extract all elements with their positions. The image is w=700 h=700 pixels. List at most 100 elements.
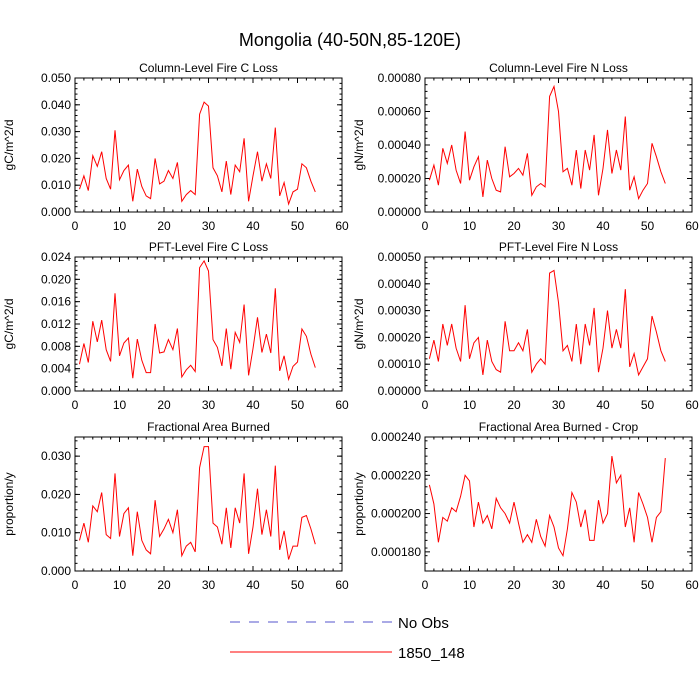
y-tick-label: 0.000220: [371, 468, 421, 482]
panel-4: PFT-Level Fire N Loss gN/m^2/d 0 10 20 30 40 50…: [352, 240, 699, 412]
y-tick-label: 0.000240: [371, 430, 421, 444]
series-line-1850-148: [79, 101, 316, 206]
y-tick-label: 0.00020: [378, 330, 422, 344]
x-tick-label: 50: [291, 398, 305, 412]
x-tick-label: 10: [463, 219, 477, 233]
x-tick-label: 10: [113, 398, 127, 412]
panel-6: Fractional Area Burned - Crop proportion/…: [352, 420, 699, 592]
y-tick-label: 0.00040: [378, 138, 422, 152]
x-tick-label: 40: [246, 398, 260, 412]
y-axis-label: gN/m^2/d: [352, 120, 366, 171]
y-tick-label: 0.000: [41, 205, 71, 219]
y-tick-label: 0.010: [41, 526, 71, 540]
x-tick-label: 10: [463, 398, 477, 412]
x-tick-label: 30: [552, 578, 566, 592]
x-tick-label: 10: [113, 578, 127, 592]
y-axis-label: gC/m^2/d: [2, 120, 16, 171]
y-axis-label: proportion/y: [352, 472, 366, 535]
y-tick-label: 0.020: [41, 272, 71, 286]
y-tick-label: 0.00020: [378, 172, 422, 186]
y-tick-label: 0.010: [41, 178, 71, 192]
panel-2: Column-Level Fire N Loss gN/m^2/d 0 10 20 30 4…: [352, 61, 699, 233]
x-tick-label: 20: [157, 578, 171, 592]
series-line-1850-148: [428, 269, 666, 377]
y-tick-label: 0.008: [41, 339, 71, 353]
x-tick-label: 50: [291, 219, 305, 233]
y-tick-label: 0.000180: [371, 545, 421, 559]
y-axis-label: gC/m^2/d: [2, 299, 16, 350]
x-tick-label: 0: [422, 398, 429, 412]
y-tick-label: 0.040: [41, 98, 71, 112]
figure-title: Mongolia (40-50N,85-120E): [239, 30, 461, 50]
y-tick-label: 0.00050: [378, 250, 422, 264]
x-tick-label: 20: [507, 398, 521, 412]
y-tick-label: 0.00010: [378, 357, 422, 371]
x-tick-label: 30: [552, 219, 566, 233]
x-tick-label: 40: [246, 578, 260, 592]
legend-label-1: No Obs: [398, 615, 449, 632]
panel-1: Column-Level Fire C Loss gC/m^2/d 0 10 20 30 4…: [2, 61, 349, 233]
x-tick-label: 20: [157, 398, 171, 412]
x-tick-label: 30: [202, 398, 216, 412]
y-tick-label: 0.020: [41, 151, 71, 165]
x-tick-label: 30: [552, 398, 566, 412]
series-line-1850-148: [428, 456, 666, 558]
x-tick-label: 0: [422, 219, 429, 233]
x-tick-label: 60: [685, 219, 699, 233]
x-tick-label: 60: [335, 398, 349, 412]
x-tick-label: 30: [202, 578, 216, 592]
x-tick-label: 50: [291, 578, 305, 592]
x-tick-label: 50: [641, 398, 655, 412]
x-tick-label: 20: [507, 578, 521, 592]
x-tick-label: 60: [335, 219, 349, 233]
panel-title: Column-Level Fire N Loss: [489, 61, 628, 75]
y-tick-label: 0.012: [41, 317, 71, 331]
panel-title: Fractional Area Burned - Crop: [479, 420, 639, 434]
panels-group: Column-Level Fire C Loss gC/m^2/d 0 10 20 30 4…: [2, 61, 699, 592]
series-line-1850-148: [79, 259, 316, 382]
x-tick-label: 0: [72, 578, 79, 592]
y-tick-label: 0.00060: [378, 105, 422, 119]
y-tick-label: 0.000: [41, 384, 71, 398]
y-tick-label: 0.000: [41, 564, 71, 578]
y-tick-label: 0.00000: [378, 205, 422, 219]
y-tick-label: 0.020: [41, 487, 71, 501]
panel-title: Column-Level Fire C Loss: [139, 61, 278, 75]
panel-3: PFT-Level Fire C Loss gC/m^2/d 0 10 20 30 40 50…: [2, 240, 349, 412]
y-tick-label: 0.030: [41, 125, 71, 139]
y-tick-label: 0.024: [41, 250, 71, 264]
y-tick-label: 0.00000: [378, 384, 422, 398]
x-tick-label: 60: [685, 578, 699, 592]
x-tick-label: 40: [596, 578, 610, 592]
x-tick-label: 10: [463, 578, 477, 592]
x-tick-label: 40: [596, 398, 610, 412]
y-tick-label: 0.00040: [378, 277, 422, 291]
y-tick-label: 0.030: [41, 449, 71, 463]
x-tick-label: 20: [507, 219, 521, 233]
y-tick-label: 0.00030: [378, 304, 422, 318]
x-tick-label: 20: [157, 219, 171, 233]
y-tick-label: 0.016: [41, 295, 71, 309]
x-tick-label: 30: [202, 219, 216, 233]
panel-title: PFT-Level Fire C Loss: [149, 240, 268, 254]
x-tick-label: 60: [335, 578, 349, 592]
y-tick-label: 0.050: [41, 71, 71, 85]
y-tick-label: 0.004: [41, 362, 71, 376]
series-line-1850-148: [79, 446, 316, 560]
x-tick-label: 40: [596, 219, 610, 233]
x-tick-label: 60: [685, 398, 699, 412]
y-tick-label: 0.000200: [371, 507, 421, 521]
y-axis-label: gN/m^2/d: [352, 299, 366, 350]
panel-title: PFT-Level Fire N Loss: [499, 240, 618, 254]
panel-5: Fractional Area Burned proportion/y 0 10 20 3…: [2, 420, 349, 592]
x-tick-label: 50: [641, 219, 655, 233]
x-tick-label: 10: [113, 219, 127, 233]
y-axis-label: proportion/y: [2, 472, 16, 535]
x-tick-label: 0: [72, 398, 79, 412]
x-tick-label: 50: [641, 578, 655, 592]
series-line-1850-148: [428, 84, 666, 201]
x-tick-label: 0: [422, 578, 429, 592]
x-tick-label: 0: [72, 219, 79, 233]
legend: No Obs 1850_148: [230, 615, 465, 662]
x-tick-label: 40: [246, 219, 260, 233]
